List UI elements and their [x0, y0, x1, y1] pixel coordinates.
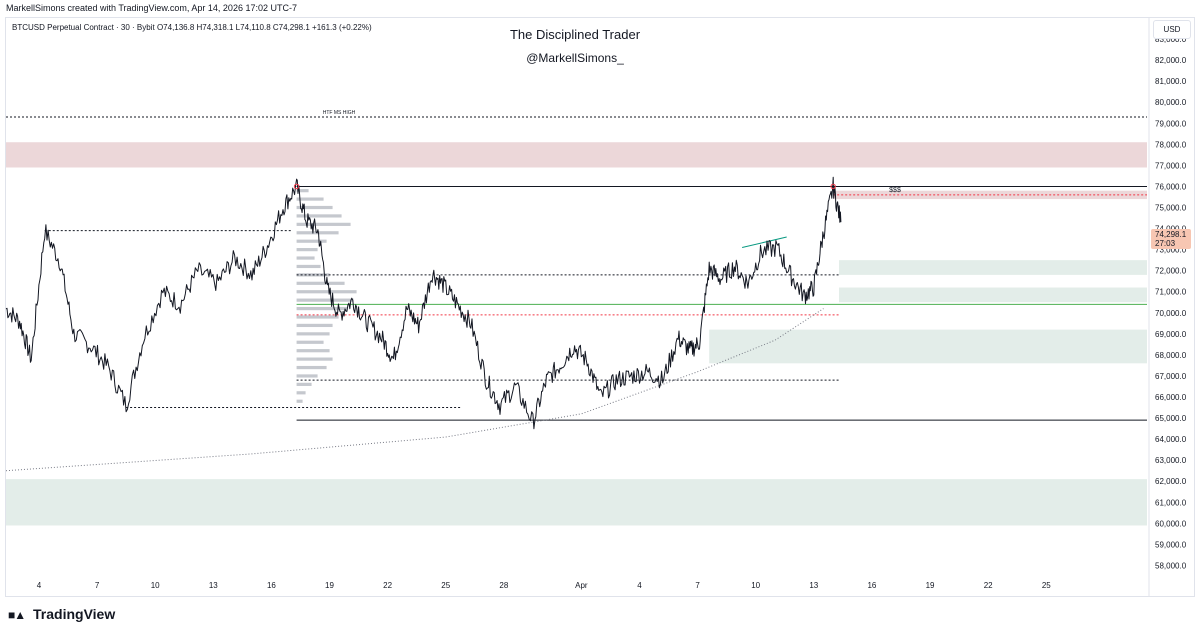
price-series — [5, 176, 842, 430]
volume-profile-bar — [296, 239, 327, 243]
price-tick-label: 66,000.0 — [1155, 393, 1187, 402]
time-tick-label: 16 — [867, 581, 876, 590]
arc-curve — [5, 308, 824, 472]
volume-profile-bar — [296, 323, 333, 328]
price-axis: 83,000.0 82,000.0 81,000.0 80,000.0 79,000.0… — [1148, 17, 1187, 596]
demand-zone — [838, 287, 1147, 303]
price-tick-label: 83,000.0 — [1155, 35, 1187, 44]
price-tick-label: 63,000.0 — [1155, 456, 1187, 465]
time-tick-label: 22 — [984, 581, 993, 590]
price-tick-label: 68,000.0 — [1155, 351, 1187, 360]
brand-name: TradingView — [33, 606, 116, 622]
demand-zone — [6, 479, 1147, 526]
chart-caption: MarkellSimons created with TradingView.c… — [6, 3, 297, 13]
volume-profile-bar — [296, 214, 342, 218]
volume-profile-bar — [296, 306, 348, 311]
time-tick-label: 10 — [151, 581, 160, 590]
volume-profile-bar — [296, 349, 330, 353]
symbol-legend[interactable]: BTCUSD Perpetual Contract · 30 · Bybit O… — [12, 23, 372, 32]
time-tick-label: 16 — [267, 581, 276, 590]
volume-profile-bar — [296, 290, 357, 294]
volume-profile-bar — [296, 365, 327, 370]
last-price-tag: 74,298.1 27:03 — [1151, 229, 1191, 249]
level-label: $$$ — [889, 187, 901, 194]
volume-profile-bar — [296, 399, 303, 403]
supply-zone — [6, 142, 1147, 168]
price-tick-label: 58,000.0 — [1155, 561, 1187, 570]
volume-profile-bar — [296, 382, 312, 386]
price-tick-label: 80,000.0 — [1155, 98, 1187, 107]
price-tick-label: 82,000.0 — [1155, 56, 1187, 65]
price-series-layer — [5, 176, 842, 430]
time-tick-label: 7 — [95, 581, 100, 590]
time-tick-label: 28 — [499, 581, 508, 590]
price-tick-label: 64,000.0 — [1155, 435, 1187, 444]
volume-profile-bar — [296, 264, 321, 269]
price-tick-label: 72,000.0 — [1155, 267, 1187, 276]
price-tick-label: 65,000.0 — [1155, 414, 1187, 423]
price-tick-label: 73,000.0 — [1155, 246, 1187, 255]
volume-profile-bar — [296, 197, 324, 201]
volume-profile-bar — [296, 248, 318, 252]
time-tick-label: 10 — [751, 581, 760, 590]
volume-profile-bar — [296, 222, 351, 226]
price-tick-label: 81,000.0 — [1155, 77, 1187, 86]
zones-layer — [6, 142, 1147, 526]
volume-profile-bar — [296, 189, 309, 193]
volume-profile-bar — [296, 298, 354, 302]
demand-zone — [838, 260, 1147, 275]
trend-segment — [742, 236, 787, 249]
volume-profile-bar — [296, 357, 333, 361]
price-tick-label: 70,000.0 — [1155, 309, 1187, 318]
volume-profile-bar — [296, 205, 333, 210]
price-tick-label: 62,000.0 — [1155, 477, 1187, 486]
price-tick-label: 77,000.0 — [1155, 161, 1187, 170]
volume-profile-bar — [296, 256, 315, 260]
time-tick-label: 13 — [209, 581, 218, 590]
demand-zone — [709, 329, 1147, 364]
watermark-title: The Disciplined Trader — [509, 27, 641, 42]
level-label: HTF MS HIGH — [323, 110, 356, 116]
time-tick-label: 25 — [441, 581, 450, 590]
swing-high-marker — [830, 183, 836, 190]
time-tick-label: 19 — [325, 581, 334, 590]
time-tick-label: 19 — [926, 581, 935, 590]
price-tick-label: 71,000.0 — [1155, 288, 1187, 297]
volume-profile-bar — [296, 374, 318, 378]
time-tick-label: 4 — [37, 581, 42, 590]
price-tick-label: 78,000.0 — [1155, 140, 1187, 149]
chart-frame — [5, 17, 1195, 597]
tradingview-brand[interactable]: ■▲ TradingView — [8, 606, 115, 622]
price-tick-label: 69,000.0 — [1155, 330, 1187, 339]
time-tick-label: 4 — [637, 581, 642, 590]
markers-layer — [293, 183, 836, 190]
price-tick-label: 59,000.0 — [1155, 540, 1187, 549]
volume-profile-bar — [296, 391, 306, 395]
curve-layer — [5, 236, 824, 472]
time-tick-label: Apr — [575, 581, 588, 590]
volume-profile-bar — [296, 332, 330, 336]
volume-profile-bar — [296, 340, 324, 344]
levels-layer: HTF MS HIGH $$$ — [6, 110, 1147, 421]
price-tick-label: 60,000.0 — [1155, 519, 1187, 528]
volume-profile-bar — [296, 315, 339, 319]
price-tick-label: 75,000.0 — [1155, 204, 1187, 213]
time-axis: 4 7 10 13 16 19 22 25 28 Apr 4 7 10 13 16 19 22 25 — [37, 581, 1052, 590]
swing-high-marker — [293, 183, 300, 190]
watermark-handle: @MarkellSimons_ — [526, 51, 624, 65]
last-price-value: 74,298.1 — [1155, 230, 1187, 239]
currency-button[interactable]: USD — [1153, 20, 1191, 39]
price-tick-label: 79,000.0 — [1155, 119, 1187, 128]
time-tick-label: 13 — [809, 581, 818, 590]
countdown-timer: 27:03 — [1155, 239, 1176, 248]
price-tick-label: 61,000.0 — [1155, 498, 1187, 507]
price-tick-label: 76,000.0 — [1155, 182, 1187, 191]
tradingview-logo-icon: ■▲ — [8, 608, 26, 622]
time-tick-label: 25 — [1042, 581, 1051, 590]
time-tick-label: 22 — [383, 581, 392, 590]
time-tick-label: 7 — [695, 581, 700, 590]
volume-profile-bar — [296, 281, 345, 285]
price-tick-label: 67,000.0 — [1155, 372, 1187, 381]
